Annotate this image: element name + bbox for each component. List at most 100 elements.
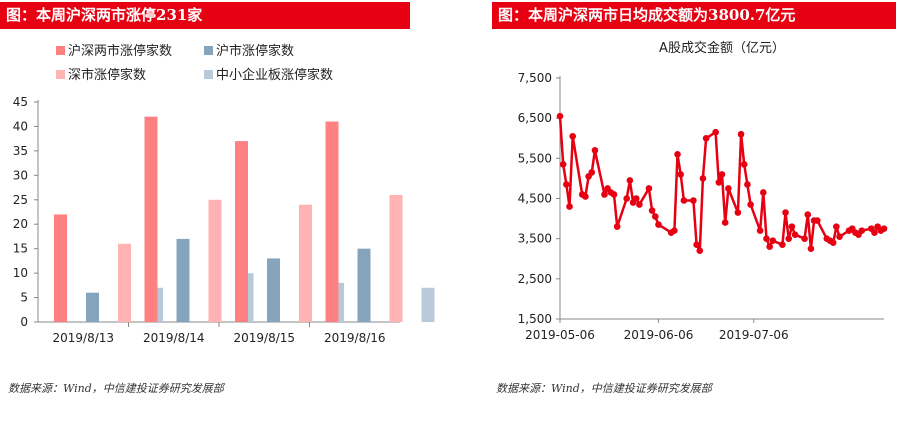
data-point xyxy=(737,130,745,138)
y-tick-label: 25 xyxy=(13,193,28,207)
bar xyxy=(144,116,158,323)
y-tick-label: 0 xyxy=(20,315,28,329)
data-point xyxy=(610,191,618,198)
data-point xyxy=(807,245,815,253)
data-point xyxy=(559,161,567,168)
y-tick-label: 5,500 xyxy=(518,151,552,165)
data-point xyxy=(813,217,821,224)
bar xyxy=(118,243,131,322)
x-tick-label: 2019-05-06 xyxy=(525,328,595,342)
data-point xyxy=(671,227,678,234)
data-point xyxy=(655,221,662,228)
data-point xyxy=(804,211,812,218)
data-point xyxy=(740,161,748,168)
bar xyxy=(421,287,435,322)
data-point xyxy=(582,193,589,200)
data-point xyxy=(833,223,840,230)
right-chart-panel: 图：本周沪深两市日均成交额为3800.7亿元 A股成交金额（亿元） 1,500 2,… xyxy=(492,0,903,421)
data-point xyxy=(718,171,726,178)
x-tick-label: 2019-07-06 xyxy=(719,328,789,342)
data-point xyxy=(696,247,704,255)
data-point xyxy=(871,229,878,236)
data-point xyxy=(702,134,710,142)
legend-label: 深市涨停家数 xyxy=(68,67,146,83)
bar xyxy=(208,199,222,322)
bar xyxy=(389,194,403,322)
legend-swatch xyxy=(56,70,65,79)
bar xyxy=(325,121,339,322)
left-chart-panel: 图：本周沪深两市涨停231家 沪深两市涨停家数 沪市涨停家数深市涨停家数 中小企业板… xyxy=(0,0,445,421)
bar xyxy=(86,292,99,322)
data-point xyxy=(699,175,707,182)
bar xyxy=(235,141,248,322)
data-point xyxy=(636,201,643,208)
data-point xyxy=(721,219,729,226)
data-point xyxy=(785,235,793,242)
bar xyxy=(267,258,280,322)
data-point xyxy=(693,241,700,248)
data-point xyxy=(632,195,640,202)
bar xyxy=(299,204,312,322)
y-tick-label: 10 xyxy=(13,266,28,280)
x-tick-label: 2019-06-06 xyxy=(624,328,694,342)
data-point xyxy=(782,209,789,216)
legend-label: 沪深两市涨停家数 xyxy=(68,43,172,59)
data-point xyxy=(788,223,796,230)
y-tick-label: 30 xyxy=(13,168,28,182)
y-tick-label: 35 xyxy=(13,144,28,158)
x-tick-label: 2019/8/13 xyxy=(52,331,114,345)
right-source-note: 数据来源：Wind，中信建投证券研究发展部 xyxy=(496,382,712,395)
data-point xyxy=(601,191,608,198)
y-tick-label: 5 xyxy=(20,291,28,305)
y-tick-label: 1,500 xyxy=(518,312,552,326)
line-chart: A股成交金额（亿元） 1,500 2,500 3,500 4,500 5,500 6,500… xyxy=(518,40,888,342)
y-tick-label: 45 xyxy=(13,95,28,109)
data-point xyxy=(648,207,656,214)
series-line xyxy=(558,116,885,252)
data-point xyxy=(836,233,843,240)
y-tick-label: 3,500 xyxy=(518,232,552,246)
data-point xyxy=(734,209,742,216)
data-point xyxy=(725,185,732,192)
data-point xyxy=(680,197,688,204)
data-point xyxy=(744,181,751,188)
data-point xyxy=(880,225,888,232)
y-tick-label: 15 xyxy=(13,242,28,256)
left-chart-title: 图：本周沪深两市涨停231家 xyxy=(0,2,410,29)
data-point xyxy=(756,227,764,234)
data-point xyxy=(779,241,786,248)
legend-label: 沪市涨停家数 xyxy=(216,43,294,59)
x-tick-label: 2019/8/16 xyxy=(324,331,386,345)
line-chart-title: A股成交金额（亿元） xyxy=(659,40,785,56)
legend-swatch xyxy=(204,70,213,79)
y-tick-label: 2,500 xyxy=(518,272,552,286)
y-tick-label: 4,500 xyxy=(518,192,552,206)
data-point xyxy=(566,203,573,210)
data-point xyxy=(569,132,577,140)
bar xyxy=(357,248,371,322)
y-tick-label: 6,500 xyxy=(518,111,552,125)
y-tick-label: 20 xyxy=(13,217,28,231)
data-point xyxy=(591,147,599,154)
data-point xyxy=(715,179,723,186)
x-tick-label: 2019/8/15 xyxy=(233,331,295,345)
data-point xyxy=(801,235,808,242)
left-source-note: 数据来源：Wind，中信建投证券研究发展部 xyxy=(8,382,224,395)
data-point xyxy=(712,128,719,136)
data-point xyxy=(791,231,799,238)
data-point xyxy=(690,197,697,204)
legend-swatch xyxy=(204,46,213,55)
data-point xyxy=(829,239,837,246)
data-point xyxy=(556,112,564,120)
data-point xyxy=(588,169,596,176)
data-point xyxy=(623,195,631,202)
legend-label: 中小企业板涨停家数 xyxy=(216,67,333,83)
data-point xyxy=(766,243,773,250)
legend-swatch xyxy=(56,46,65,55)
data-point xyxy=(763,235,770,242)
data-point xyxy=(645,185,653,192)
right-chart-title: 图：本周沪深两市日均成交额为3800.7亿元 xyxy=(492,2,896,29)
data-point xyxy=(674,151,681,158)
data-point xyxy=(747,201,754,208)
